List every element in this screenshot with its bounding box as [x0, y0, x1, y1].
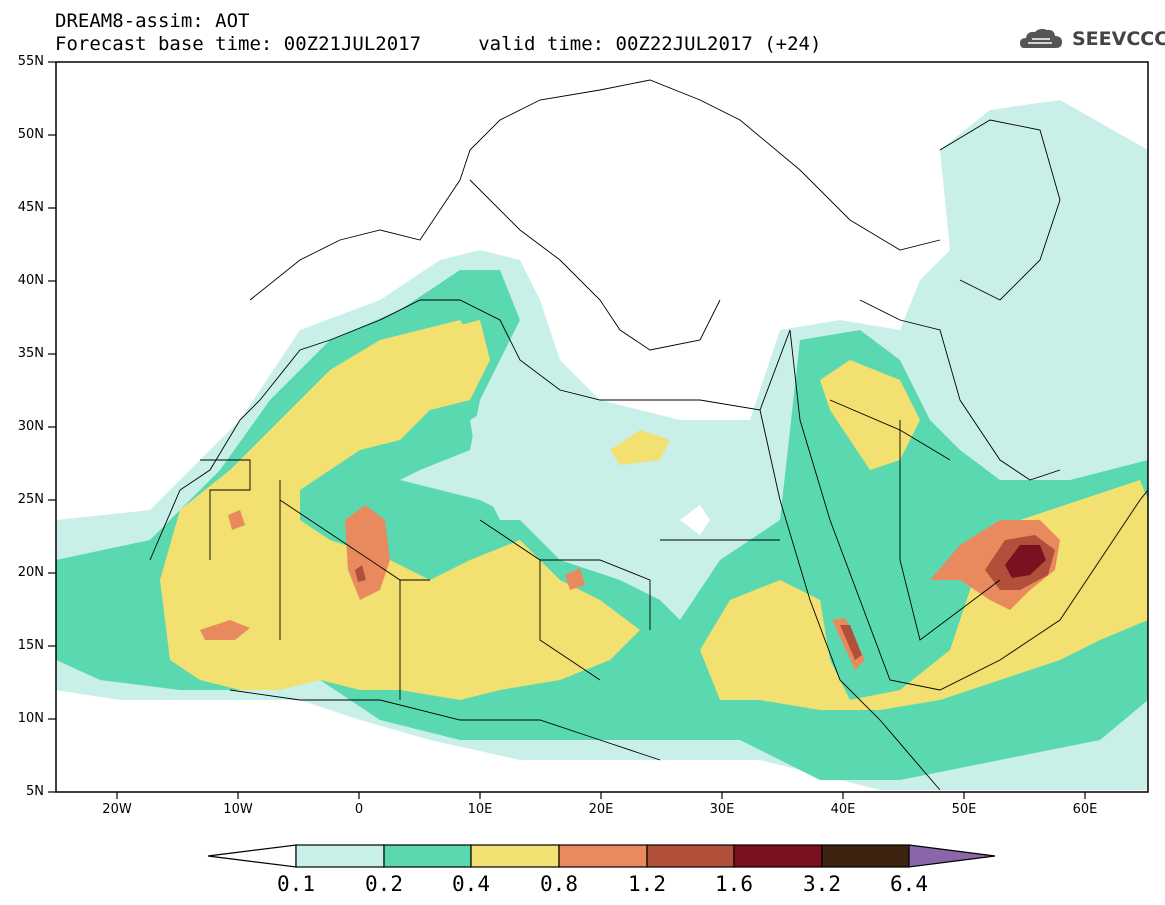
- lat-label: 25N: [17, 492, 44, 507]
- lat-label: 10N: [17, 711, 44, 726]
- colorbar-label: 0.4: [452, 872, 490, 896]
- colorbar-over-arrow: [908, 844, 996, 868]
- lat-label: 35N: [17, 346, 44, 361]
- colorbar-label: 6.4: [890, 872, 928, 896]
- lon-label: 30E: [709, 802, 735, 817]
- colorbar-segment-0.4: [470, 844, 560, 868]
- aot-field: [56, 100, 1148, 790]
- aot-band-0.8-niger: [345, 505, 390, 600]
- colorbar-segment-3.2: [821, 844, 910, 868]
- logo-text: SEEVCCC: [1072, 28, 1165, 50]
- lon-label: 0: [354, 802, 364, 817]
- colorbar: [207, 844, 996, 868]
- lat-label: 20N: [17, 565, 44, 580]
- lon-label: 60E: [1072, 802, 1098, 817]
- aot-band-1.6-niger: [355, 565, 366, 582]
- aot-band-0.4-libya: [610, 430, 670, 465]
- cloud-icon: [1020, 28, 1062, 48]
- axis-ticks: [48, 61, 1086, 799]
- aot-band-1.6-arabia: [1005, 545, 1046, 578]
- colorbar-label: 0.1: [277, 872, 315, 896]
- lat-label: 45N: [17, 200, 44, 215]
- lat-label: 40N: [17, 273, 44, 288]
- lon-label: 20E: [588, 802, 614, 817]
- aot-clear-area: [470, 390, 780, 600]
- colorbar-label: 0.2: [365, 872, 403, 896]
- colorbar-under-arrow: [207, 844, 297, 868]
- aot-band-0.4-arabia-north: [820, 360, 920, 470]
- colorbar-label: 3.2: [803, 872, 841, 896]
- lat-label: 50N: [17, 127, 44, 142]
- aot-band-0.4-tunisia: [395, 320, 490, 405]
- aot-band-0.8-mauritania: [200, 620, 250, 640]
- colorbar-label: 1.6: [715, 872, 753, 896]
- lat-label: 30N: [17, 419, 44, 434]
- aot-clear-spot: [680, 505, 710, 535]
- colorbar-label: 0.8: [540, 872, 578, 896]
- forecast-time-line: Forecast base time: 00Z21JUL2017 valid t…: [55, 33, 822, 55]
- lon-label: 50E: [951, 802, 977, 817]
- aot-band-0.8-sahara: [228, 510, 245, 530]
- colorbar-segment-0.1: [295, 844, 385, 868]
- lon-label: 10E: [467, 802, 493, 817]
- colorbar-segment-0.8: [558, 844, 648, 868]
- lon-label: 20W: [102, 802, 132, 817]
- colorbar-segment-1.2: [646, 844, 735, 868]
- lon-label: 40E: [830, 802, 856, 817]
- colorbar-label: 1.2: [628, 872, 666, 896]
- lon-label: 10W: [223, 802, 253, 817]
- aot-band-1.2-eritrea: [840, 625, 862, 660]
- colorbar-segment-1.6: [733, 844, 823, 868]
- coastlines: [149, 79, 1148, 791]
- lat-label: 15N: [17, 638, 44, 653]
- aot-band-0.8-chad: [565, 568, 585, 590]
- chart-title: DREAM8-assim: AOT: [55, 10, 250, 32]
- colorbar-segment-0.2: [383, 844, 472, 868]
- lat-label: 55N: [17, 54, 44, 69]
- lat-label: 5N: [26, 784, 44, 799]
